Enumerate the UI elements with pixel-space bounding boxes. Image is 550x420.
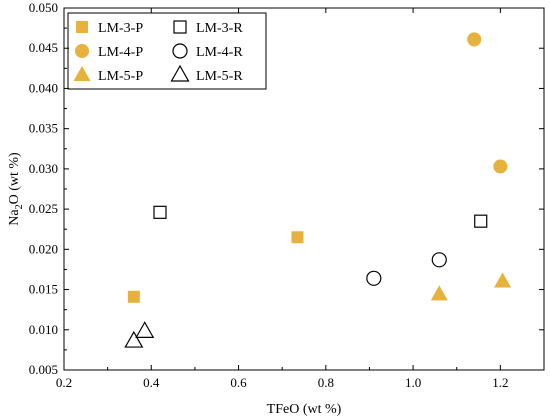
y-tick-label: 0.020 bbox=[29, 241, 58, 256]
legend-entry-lm-5-p: LM-5-P bbox=[73, 66, 143, 84]
y-tick-label: 0.035 bbox=[29, 121, 58, 136]
series-lm-4-r bbox=[366, 252, 447, 286]
series-lm-4-p bbox=[467, 32, 508, 174]
series-lm-5-r bbox=[124, 321, 155, 348]
x-tick-label: 0.6 bbox=[230, 375, 247, 390]
legend-marker-lm-4-p bbox=[75, 44, 89, 58]
legend-entry-lm-3-r: LM-3-R bbox=[173, 20, 243, 36]
legend-entry-lm-4-p: LM-4-P bbox=[75, 44, 143, 60]
y-tick-label: 0.050 bbox=[29, 0, 58, 15]
legend-box bbox=[67, 12, 267, 90]
legend-label: LM-3-P bbox=[98, 21, 143, 36]
series-lm-3-r bbox=[153, 205, 488, 228]
x-tick-label: 0.2 bbox=[56, 375, 72, 390]
legend-marker-lm-5-p bbox=[73, 66, 91, 81]
data-point-lm-3-p bbox=[291, 231, 304, 244]
legend-label: LM-3-R bbox=[196, 21, 243, 36]
legend-entry-lm-4-r: LM-4-R bbox=[172, 43, 243, 60]
data-point-lm-5-r bbox=[135, 321, 155, 338]
series-lm-3-p bbox=[127, 231, 304, 303]
y-tick-label: 0.010 bbox=[29, 322, 58, 337]
legend-label: LM-5-P bbox=[98, 69, 143, 84]
data-point-lm-4-r bbox=[431, 252, 447, 268]
y-tick-label: 0.015 bbox=[29, 282, 58, 297]
y-tick-label: 0.030 bbox=[29, 161, 58, 176]
x-tick-label: 0.4 bbox=[143, 375, 160, 390]
legend-marker-lm-3-r bbox=[173, 20, 187, 34]
y-tick-label: 0.040 bbox=[29, 80, 58, 95]
data-point-lm-3-r bbox=[474, 214, 488, 228]
y-tick-label: 0.005 bbox=[29, 362, 58, 377]
data-point-lm-4-p bbox=[467, 32, 482, 47]
y-tick-label: 0.025 bbox=[29, 201, 58, 216]
legend-marker-lm-5-r bbox=[170, 64, 190, 82]
data-point-lm-5-p bbox=[494, 272, 512, 288]
series-lm-5-p bbox=[430, 272, 512, 301]
legend-label: LM-4-P bbox=[98, 45, 143, 60]
data-point-lm-3-r bbox=[153, 205, 167, 219]
legend-marker-lm-3-p bbox=[76, 21, 88, 33]
data-point-lm-5-p bbox=[430, 285, 448, 301]
x-tick-label: 1.0 bbox=[405, 375, 421, 390]
legend-marker-lm-4-r bbox=[172, 43, 188, 59]
x-tick-label: 1.2 bbox=[492, 375, 508, 390]
legend-label: LM-4-R bbox=[196, 45, 243, 60]
legend-entry-lm-3-p: LM-3-P bbox=[76, 21, 143, 36]
data-point-lm-4-p bbox=[493, 159, 508, 174]
axes: 0.2 0.4 0.6 0.8 1.0 1.2 0.005 0.010 0.015 0.020 0.… bbox=[7, 0, 545, 417]
x-axis-title: TFeO (wt %) bbox=[267, 402, 342, 417]
data-point-lm-3-p bbox=[127, 290, 140, 303]
data-point-lm-4-r bbox=[366, 270, 382, 286]
legend: LM-3-P LM-3-R LM-4-P LM-4-R LM-5-P LM-5-R bbox=[67, 12, 267, 90]
legend-entry-lm-5-r: LM-5-R bbox=[170, 64, 243, 84]
y-axis-title: Na2O (wt %) bbox=[7, 152, 25, 226]
y-tick-label: 0.045 bbox=[29, 40, 58, 55]
plot-area bbox=[124, 32, 512, 348]
legend-label: LM-5-R bbox=[196, 69, 243, 84]
x-tick-label: 0.8 bbox=[318, 375, 334, 390]
data-point-lm-5-r bbox=[124, 330, 144, 348]
